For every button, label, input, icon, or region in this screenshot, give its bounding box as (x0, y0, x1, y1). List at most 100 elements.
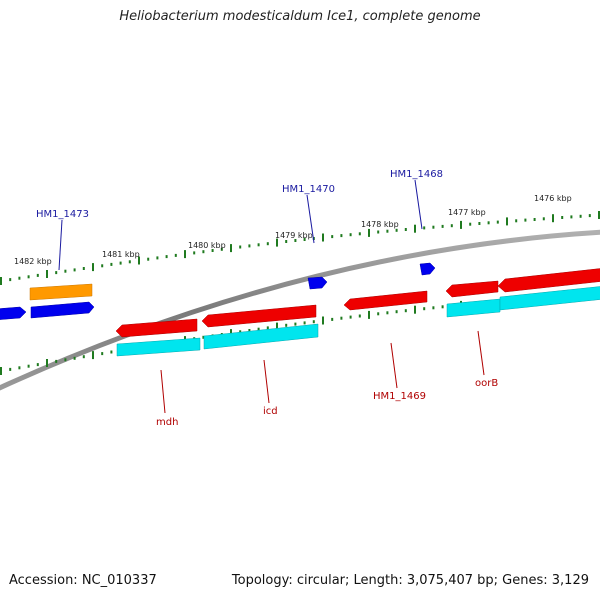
outer-scale-tick (414, 224, 416, 233)
outer-scale-tick (506, 217, 508, 226)
inner-scale-tick (36, 363, 39, 367)
label-hm1-1469[interactable]: HM1_1469 (373, 391, 426, 402)
outer-scale-tick (322, 233, 324, 242)
outer-scale-tick (128, 260, 131, 264)
outer-scale-tick (220, 247, 223, 251)
inner-scale-tick (423, 307, 426, 311)
outer-scale-tick (285, 240, 288, 243)
inner-scale-tick (285, 323, 288, 327)
reverse-gene-icd[interactable] (201, 304, 317, 328)
leader-oorb (477, 330, 485, 376)
outer-scale-tick (570, 215, 573, 219)
reverse-gene-mdh[interactable] (115, 318, 198, 338)
inner-scale-tick (27, 364, 30, 368)
forward-gene-orange[interactable] (29, 283, 93, 301)
outer-scale-tick (248, 244, 251, 248)
outer-scale-tick (138, 256, 140, 265)
cds-right[interactable] (499, 286, 600, 311)
genome-stats-text: Topology: circular; Length: 3,075,407 bp… (231, 573, 589, 588)
cds-mdh[interactable] (116, 337, 201, 357)
outer-scale-tick (588, 214, 591, 218)
inner-scale-tick (0, 367, 2, 375)
leader-hm1-1469 (390, 342, 398, 389)
outer-scale-ticks (0, 211, 600, 285)
cds-oorb[interactable] (446, 298, 501, 318)
outer-scale-tick (230, 244, 232, 253)
scale-label-1479: 1479 kbp (275, 231, 313, 240)
inner-scale-tick (349, 315, 352, 319)
outer-scale-tick (487, 221, 490, 225)
outer-scale-tick (46, 270, 48, 278)
forward-gene-hm1-1470[interactable] (307, 276, 328, 290)
outer-scale-tick (478, 222, 481, 225)
scale-label-1481: 1481 kbp (102, 250, 140, 259)
cds-icd[interactable] (203, 323, 319, 350)
outer-scale-tick (377, 230, 380, 234)
inner-scale-tick (377, 312, 380, 316)
reverse-gene-right[interactable] (497, 268, 600, 293)
outer-scale-tick (579, 214, 582, 218)
outer-scale-tick (386, 229, 389, 233)
inner-scale-tick (64, 358, 67, 362)
reverse-gene-oorb[interactable] (445, 280, 499, 298)
inner-scale-tick (432, 306, 435, 310)
inner-scale-tick (18, 366, 21, 370)
reverse-gene-hm1-1469[interactable] (343, 290, 428, 311)
inner-scale-tick (395, 310, 398, 314)
outer-scale-tick (441, 224, 444, 228)
label-hm1-1470[interactable]: HM1_1470 (282, 184, 335, 195)
outer-scale-tick (147, 257, 150, 261)
outer-scale-tick (119, 261, 122, 265)
outer-scale-tick (368, 228, 370, 237)
label-icd[interactable]: icd (263, 406, 278, 417)
outer-scale-tick (515, 219, 518, 223)
outer-scale-tick (358, 232, 361, 236)
outer-scale-tick (460, 220, 462, 229)
outer-scale-tick (36, 273, 39, 277)
leader-hm1-1468 (414, 179, 423, 230)
outer-scale-tick (184, 250, 186, 259)
outer-scale-tick (156, 256, 159, 260)
outer-scale-tick (174, 253, 177, 257)
outer-scale-tick (404, 228, 407, 231)
scale-label-1480: 1480 kbp (188, 241, 226, 250)
inner-scale-tick (358, 314, 361, 318)
inner-scale-tick (202, 335, 205, 339)
label-oorb[interactable]: oorB (475, 378, 498, 389)
outer-scale-tick (193, 251, 196, 255)
inner-scale-tick (303, 321, 306, 325)
inner-scale-tick (266, 326, 269, 330)
outer-scale-tick (423, 226, 426, 230)
inner-scale-tick (441, 305, 444, 309)
scale-label-1482: 1482 kbp (14, 257, 52, 266)
forward-gene-hm1-1473[interactable] (30, 301, 95, 319)
outer-scale-tick (266, 242, 269, 246)
outer-scale-tick (469, 222, 472, 226)
inner-scale-tick (294, 322, 297, 326)
outer-scale-tick (349, 233, 352, 237)
outer-scale-tick (552, 214, 554, 223)
inner-scale-tick (322, 316, 324, 325)
outer-scale-tick (211, 249, 214, 252)
inner-scale-tick (331, 317, 334, 321)
forward-gene-hm1-1468[interactable] (419, 262, 436, 276)
outer-scale-tick (340, 234, 343, 238)
label-mdh[interactable]: mdh (156, 417, 178, 428)
leader-hm1-1470 (306, 194, 315, 244)
inner-scale-tick (257, 327, 260, 331)
outer-scale-tick (202, 250, 205, 254)
outer-scale-tick (101, 264, 104, 268)
inner-scale-tick (248, 329, 251, 332)
label-hm1-1468[interactable]: HM1_1468 (390, 169, 443, 180)
forward-gene-left-edge[interactable] (0, 306, 27, 320)
scale-label-1478: 1478 kbp (361, 220, 399, 229)
outer-scale-tick (294, 239, 297, 242)
leader-icd (263, 359, 270, 404)
outer-scale-tick (110, 262, 113, 266)
outer-scale-tick (496, 220, 499, 224)
outer-scale-tick (303, 238, 306, 241)
outer-scale-tick (64, 269, 67, 273)
leader-hm1-1473 (58, 219, 63, 271)
label-hm1-1473[interactable]: HM1_1473 (36, 209, 89, 220)
